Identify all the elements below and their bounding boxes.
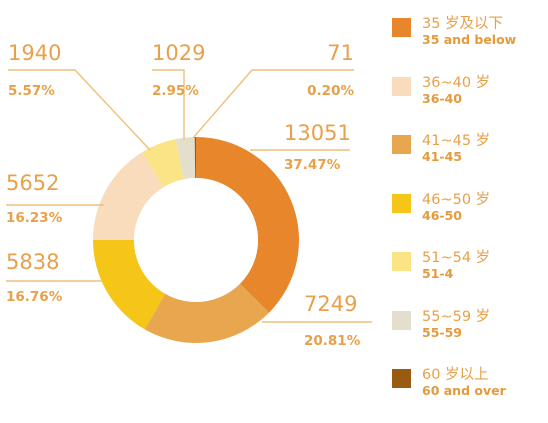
legend-label-en: 55-59 xyxy=(422,324,462,340)
legend-label-zh: 60 岁以上 xyxy=(422,367,489,383)
data-label-percent-41-45: 20.81% xyxy=(304,333,361,349)
legend-label-zh: 46~50 岁 xyxy=(422,191,491,208)
legend-item-46-50: 46~50 岁 46-50 xyxy=(392,188,544,247)
data-label-value-51-4: 1940 xyxy=(8,41,61,65)
legend-item-35-and-below: 35 岁及以下 35 and below xyxy=(392,12,544,71)
legend-label-zh: 41~45 岁 xyxy=(422,133,491,149)
legend-label-en: 60 and over xyxy=(422,383,506,398)
legend-swatch xyxy=(392,369,411,388)
data-label-percent-51-4: 5.57% xyxy=(8,83,55,99)
legend-swatch xyxy=(392,310,411,330)
legend-item-36-40: 36~40 岁 36-40 xyxy=(392,71,544,130)
legend-label-zh: 55~59 岁 xyxy=(422,308,491,325)
legend-label-en: 36-40 xyxy=(422,90,462,106)
leader-line-60-and-over xyxy=(192,69,354,139)
legend-label-zh: 51~54 岁 xyxy=(422,250,491,266)
legend-label-zh: 36~40 岁 xyxy=(422,74,491,91)
data-label-percent-46-50: 16.76% xyxy=(6,289,63,305)
data-label-value-41-45: 7249 xyxy=(304,292,357,316)
leader-line-51-4 xyxy=(8,69,151,151)
legend-item-55-59: 55~59 岁 55-59 xyxy=(392,305,544,364)
data-label-percent-60-and-over: 0.20% xyxy=(307,83,354,99)
legend-item-60-and-over: 60 岁以上 60 and over xyxy=(392,363,544,422)
data-label-value-60-and-over: 71 xyxy=(327,41,354,65)
legend-label-en: 35 and below xyxy=(422,32,517,47)
legend-item-41-45: 41~45 岁 41-45 xyxy=(392,129,544,188)
donut-slice-60-and-over xyxy=(194,137,196,179)
donut-slice-35-and-below xyxy=(196,137,299,313)
legend-label-en: 46-50 xyxy=(422,207,462,223)
leader-line-55-59 xyxy=(152,69,185,140)
data-label-percent-35-and-below: 37.47% xyxy=(284,157,341,173)
legend-label-en: 51-4 xyxy=(422,266,454,281)
donut-hole xyxy=(134,178,258,302)
donut-slice-36-40 xyxy=(93,152,164,240)
legend-swatch xyxy=(392,135,411,154)
legend-swatch xyxy=(392,76,411,96)
legend-item-51-54: 51~54 岁 51-4 xyxy=(392,246,544,305)
donut-slice-55-59 xyxy=(175,137,196,180)
data-label-value-55-59: 1029 xyxy=(152,41,205,65)
data-label-percent-36-40: 16.23% xyxy=(6,210,63,226)
legend-swatch xyxy=(392,193,411,213)
legend-label-zh: 35 岁及以下 xyxy=(422,16,504,32)
chart-legend: 35 岁及以下 35 and below 36~40 岁 36-40 41~45… xyxy=(392,12,544,422)
legend-swatch xyxy=(392,18,411,37)
legend-label-en: 41-45 xyxy=(422,149,462,164)
data-label-value-35-and-below: 13051 xyxy=(284,121,351,145)
legend-swatch xyxy=(392,252,411,271)
data-label-value-36-40: 5652 xyxy=(6,171,59,195)
donut-slice-41-45 xyxy=(144,283,269,343)
donut-slice-51-4 xyxy=(142,139,184,188)
data-label-value-46-50: 5838 xyxy=(6,250,59,274)
data-label-percent-55-59: 2.95% xyxy=(152,83,199,99)
donut-slice-46-50 xyxy=(93,239,166,330)
